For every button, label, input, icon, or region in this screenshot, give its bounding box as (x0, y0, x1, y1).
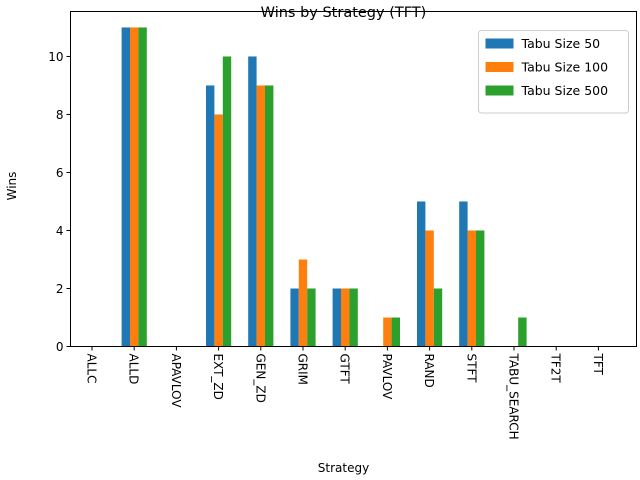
legend-swatch (485, 38, 514, 49)
y-tick-label: 0 (56, 340, 64, 354)
bar-tabu-search-series-3 (518, 317, 527, 347)
x-tick-label: TFT (591, 353, 605, 376)
bar-pavlov-series-2 (383, 317, 392, 347)
x-axis: ALLC ALLD APAVLOV EXT_ZD GEN_ZD GRIM GTFT PAVLO… (85, 346, 605, 440)
legend-label: Tabu Size 100 (521, 60, 609, 75)
y-tick-label: 6 (56, 166, 64, 180)
bar-rand-series-2 (425, 230, 434, 347)
y-axis: 0 2 4 6 8 10 (48, 50, 71, 354)
legend: Tabu Size 50 Tabu Size 100 Tabu Size 500 (478, 30, 629, 114)
plot-area (121, 27, 527, 347)
x-tick-label: EXT_ZD (211, 354, 225, 400)
bar-grim-series-1 (290, 288, 299, 347)
bar-pavlov-series-3 (391, 317, 400, 347)
bar-stft-series-1 (459, 201, 468, 347)
legend-swatch (485, 62, 514, 72)
y-axis-label: Wins (5, 172, 19, 201)
x-tick-label: GRIM (296, 354, 310, 386)
plot-frame (70, 11, 637, 347)
x-tick-label: RAND (422, 354, 436, 388)
bar-rand-series-3 (433, 288, 443, 347)
y-tick-label: 8 (56, 108, 64, 122)
x-axis-label: Strategy (318, 461, 369, 475)
bar-alld-series-3 (138, 27, 147, 347)
legend-label: Tabu Size 500 (521, 83, 609, 98)
bar-gtft-series-3 (349, 288, 358, 347)
x-tick-label: STFT (464, 354, 478, 384)
x-tick-label: ALLC (85, 354, 99, 384)
x-tick-label: GTFT (338, 354, 352, 385)
bar-ext-zd-series-1 (206, 85, 215, 347)
legend-label: Tabu Size 50 (521, 36, 601, 51)
y-tick-label: 10 (48, 50, 63, 64)
bar-ext-zd-series-3 (222, 56, 232, 347)
x-tick-label: APAVLOV (169, 354, 183, 409)
bar-gtft-series-2 (341, 288, 350, 347)
y-tick-label: 2 (56, 282, 64, 296)
bar-grim-series-2 (298, 259, 308, 347)
bar-rand-series-1 (417, 201, 426, 347)
bar-alld-series-2 (130, 27, 139, 347)
x-tick-label: TABU_SEARCH (507, 353, 521, 440)
bar-stft-series-3 (476, 230, 485, 347)
bar-stft-series-2 (467, 230, 476, 347)
bar-gen-zd-series-3 (265, 85, 274, 347)
x-tick-label: PAVLOV (380, 354, 394, 401)
x-tick-label: TF2T (549, 353, 563, 384)
bar-gen-zd-series-2 (256, 85, 265, 347)
legend-swatch (485, 85, 514, 96)
bar-grim-series-3 (307, 288, 316, 347)
x-tick-label: GEN_ZD (253, 354, 267, 403)
chart-title: Wins by Strategy (TFT) (261, 5, 427, 21)
bar-gtft-series-1 (332, 288, 341, 347)
y-tick-label: 4 (56, 224, 64, 238)
bar-alld-series-1 (121, 27, 130, 347)
bar-gen-zd-series-1 (248, 56, 257, 347)
legend-box (478, 30, 629, 114)
bar-ext-zd-series-2 (214, 114, 223, 347)
x-tick-label: ALLD (127, 354, 141, 385)
